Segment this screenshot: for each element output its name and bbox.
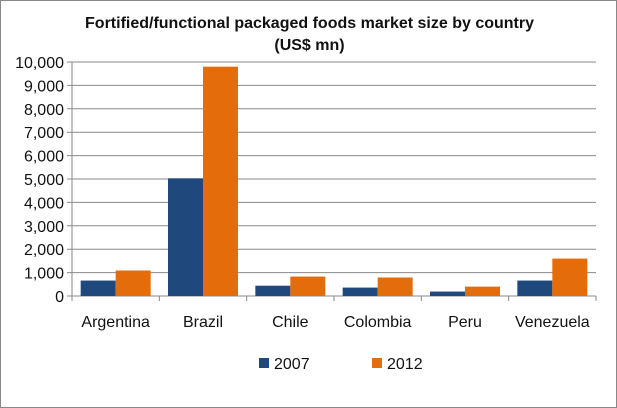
bar-2012-argentina bbox=[115, 270, 151, 296]
x-tick-label: Venezuela bbox=[515, 314, 590, 331]
bar-2007-argentina bbox=[80, 280, 116, 296]
y-tick-label: 0 bbox=[55, 289, 64, 306]
bar-2007-peru bbox=[430, 291, 465, 296]
bar-2012-chile bbox=[290, 276, 326, 296]
legend-label-2007: 2007 bbox=[274, 356, 310, 373]
y-tick-label: 5,000 bbox=[24, 172, 64, 189]
x-tick-label: Chile bbox=[272, 314, 309, 331]
y-tick-label: 4,000 bbox=[24, 195, 64, 212]
y-tick-label: 9,000 bbox=[24, 78, 64, 95]
chart-subtitle: (US$ mn) bbox=[274, 37, 345, 54]
chart-title: Fortified/functional packaged foods mark… bbox=[85, 15, 534, 32]
legend-swatch-2007 bbox=[259, 358, 269, 368]
y-tick-label: 7,000 bbox=[24, 125, 64, 142]
bar-2007-colombia bbox=[342, 287, 378, 296]
legend-label-2012: 2012 bbox=[387, 356, 423, 373]
x-tick-label: Colombia bbox=[344, 314, 412, 331]
legend-swatch-2012 bbox=[372, 358, 382, 368]
y-tick-label: 1,000 bbox=[24, 266, 64, 283]
bar-2007-brazil bbox=[168, 178, 203, 296]
bar-2007-chile bbox=[255, 285, 291, 296]
y-tick-label: 2,000 bbox=[24, 242, 64, 259]
y-tick-label: 3,000 bbox=[24, 219, 64, 236]
x-tick-label: Argentina bbox=[81, 314, 150, 331]
x-tick-label: Brazil bbox=[183, 314, 223, 331]
bar-2012-peru bbox=[465, 286, 500, 296]
bar-2007-venezuela bbox=[517, 280, 553, 296]
bar-2012-brazil bbox=[203, 66, 238, 297]
y-tick-label: 8,000 bbox=[24, 102, 64, 119]
y-tick-label: 6,000 bbox=[24, 149, 64, 166]
x-tick-label: Peru bbox=[448, 314, 482, 331]
bar-2012-colombia bbox=[377, 277, 413, 296]
y-tick-label: 10,000 bbox=[15, 55, 64, 72]
bar-2012-venezuela bbox=[552, 258, 588, 296]
